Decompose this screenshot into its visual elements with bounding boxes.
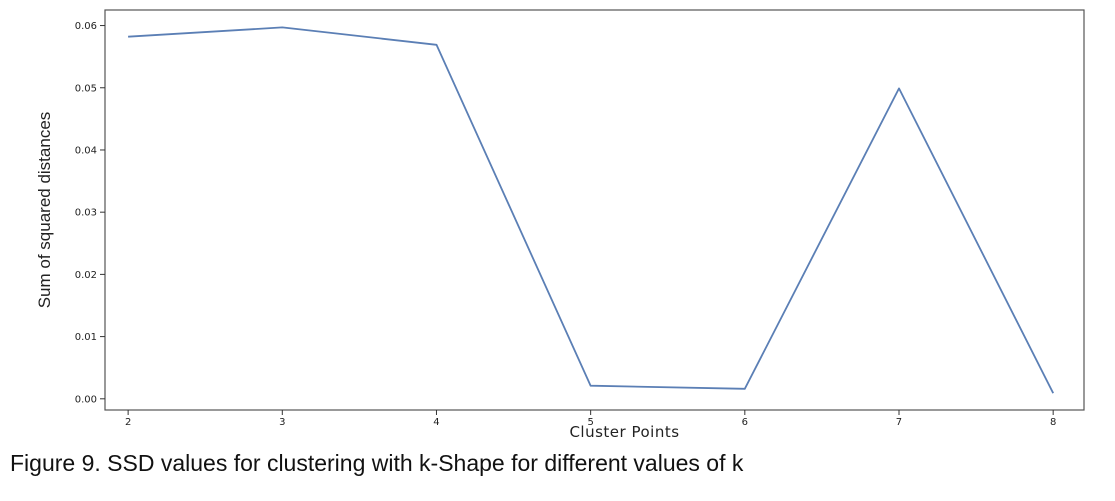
y-axis-label: Sum of squared distances [35,112,54,309]
x-tick-label: 4 [433,417,439,428]
y-tick-label: 0.06 [75,21,97,32]
x-tick-label: 6 [742,417,748,428]
x-tick-label: 2 [125,417,131,428]
y-tick-label: 0.02 [75,270,97,281]
x-tick-label: 7 [896,417,902,428]
ssd-line-chart: 0.00 0.01 0.02 0.03 0.04 0.05 0.06 2 3 4 5 6 7 8 Clust… [35,9,1085,440]
figure-caption: Figure 9. SSD values for clustering with… [10,450,744,476]
y-tick-label: 0.05 [75,83,97,94]
plot-frame [104,9,1085,411]
x-axis-label: Cluster Points [569,423,679,440]
y-tick-label: 0.00 [75,394,97,405]
y-tick-label: 0.01 [75,332,97,343]
y-tick-label: 0.04 [75,145,97,156]
x-tick-label: 5 [587,417,593,428]
y-tick-label: 0.03 [75,208,97,219]
series-line [128,26,1055,394]
x-tick-label: 8 [1050,417,1056,428]
x-tick-label: 3 [279,417,285,428]
